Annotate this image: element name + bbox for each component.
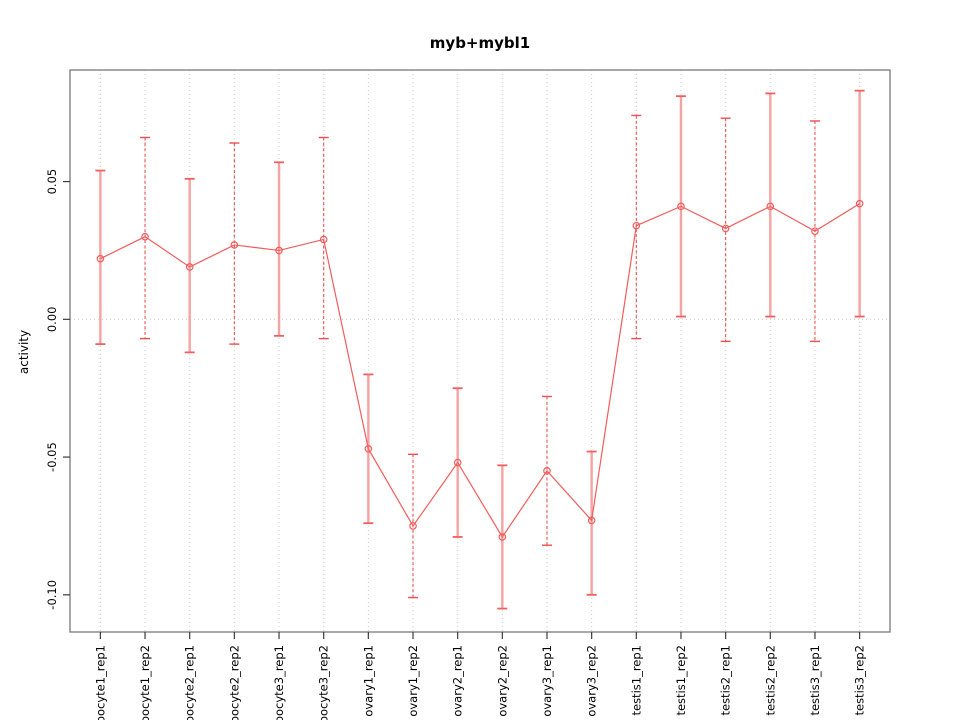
x-tick-label: oocyte2_rep2 <box>227 645 241 720</box>
data-point <box>766 202 775 211</box>
x-tick-label: oocyte1_rep1 <box>93 645 107 720</box>
data-point <box>543 467 551 475</box>
data-point <box>498 533 507 541</box>
data-point <box>409 522 417 530</box>
plot-frame <box>69 69 891 633</box>
x-tick-label: ovary2_rep1 <box>451 645 465 717</box>
data-point <box>319 235 328 244</box>
data-point <box>96 254 105 263</box>
x-tick-label: testis3_rep2 <box>853 645 867 716</box>
x-tick-label: ovary3_rep2 <box>585 645 599 717</box>
data-point <box>275 246 283 255</box>
data-point <box>453 458 462 467</box>
data-point <box>230 241 239 249</box>
x-tick-label: ovary1_rep1 <box>361 645 375 717</box>
data-point <box>677 202 685 211</box>
x-tick-label: oocyte2_rep1 <box>183 645 197 720</box>
x-tick-label: testis3_rep1 <box>808 645 822 716</box>
y-tick-label: -0.10 <box>45 580 59 610</box>
x-tick-label: testis1_rep1 <box>629 645 643 716</box>
data-point <box>811 227 819 235</box>
series-line <box>100 203 860 539</box>
x-tick-label: oocyte3_rep1 <box>272 645 286 720</box>
x-tick-label: ovary3_rep1 <box>540 645 554 717</box>
data-point <box>364 444 373 453</box>
x-tick-label: testis2_rep1 <box>719 645 733 716</box>
y-tick-label: 0.05 <box>45 169 59 195</box>
data-point <box>141 232 149 241</box>
data-point <box>855 199 864 208</box>
data-point <box>587 516 596 525</box>
data-point <box>721 224 730 233</box>
x-tick-label: ovary1_rep2 <box>406 645 420 717</box>
x-tick-label: testis2_rep2 <box>763 645 777 716</box>
y-tick-label: 0.00 <box>45 307 59 333</box>
x-tick-label: oocyte3_rep2 <box>317 645 331 720</box>
chart-title: myb+mybl1 <box>429 34 531 52</box>
data-point <box>632 221 641 230</box>
x-tick-label: oocyte1_rep2 <box>138 645 152 720</box>
y-tick-label: -0.05 <box>45 442 59 472</box>
x-tick-label: testis1_rep2 <box>674 645 688 716</box>
x-tick-label: ovary2_rep2 <box>495 645 509 717</box>
data-point <box>185 263 194 271</box>
